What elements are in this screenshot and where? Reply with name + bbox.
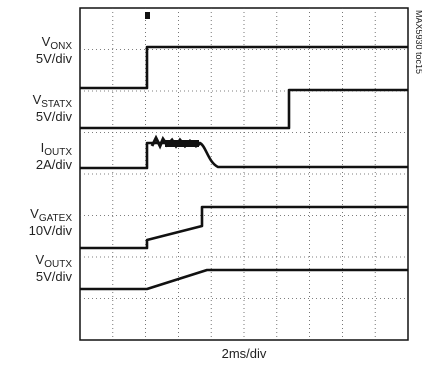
subscript: STATX [41,99,72,110]
trace-scale: 10V/div [29,223,73,238]
trace-symbol: VGATEX [30,206,72,224]
trace-vstatx [80,88,408,130]
symbol: V [36,252,45,267]
trace-symbol: VOUTX [36,252,73,270]
grid [80,8,408,340]
trace-vonx [80,45,408,90]
trace-symbol: VSTATX [33,92,73,110]
figure-id: MAX5930 toc15 [414,10,422,74]
trace-symbol: IOUTX [41,140,73,158]
trigger-marker [145,12,150,19]
symbol: V [33,92,42,107]
trace-symbol: VONX [42,34,73,52]
trace-scale: 5V/div [36,269,73,284]
current-ripple [165,140,199,147]
trace-scale: 5V/div [36,51,73,66]
x-scale-label: 2ms/div [222,346,267,361]
subscript: OUTX [44,147,72,158]
subscript: GATEX [39,213,72,224]
subscript: ONX [50,41,72,52]
symbol: V [42,34,51,49]
symbol: I [41,140,45,155]
trace-vgatex [80,205,408,250]
trace-labels: VONX5V/divVSTATX5V/divIOUTX2A/divVGATEX1… [29,34,73,284]
subscript: OUTX [44,259,72,270]
trace-scale: 5V/div [36,109,73,124]
traces [80,12,408,291]
symbol: V [30,206,39,221]
trace-scale: 2A/div [36,157,73,172]
trace-voutx [80,268,408,291]
